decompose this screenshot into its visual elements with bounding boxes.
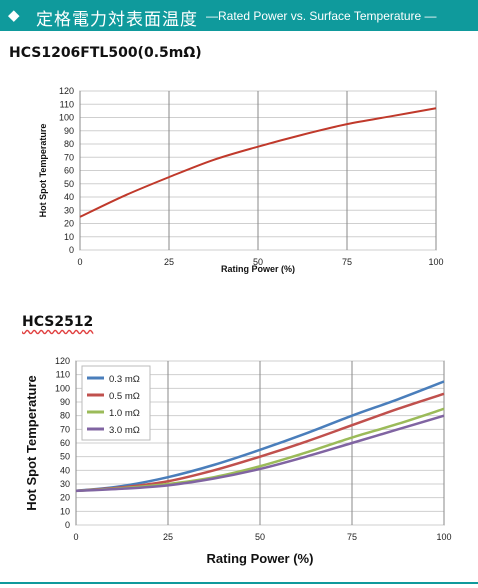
y-tick-label: 80: [60, 411, 70, 421]
y-tick-label: 0: [69, 245, 74, 255]
title-english: —Rated Power vs. Surface Temperature —: [206, 9, 437, 23]
chart2-heading: HCS2512: [22, 314, 94, 330]
y-tick-label: 110: [60, 99, 74, 109]
bottom-rule: [0, 582, 478, 584]
x-tick-label: 25: [164, 257, 174, 267]
y-tick-label: 100: [59, 113, 74, 123]
y-tick-label: 90: [64, 126, 74, 136]
chart-hcs2512: 0 10 20 30 40 50 60 70 80 90 100 110 120 0 25 50 75 100 Ra…: [24, 356, 452, 566]
y-tick-label: 80: [64, 139, 74, 149]
y-tick-label: 50: [60, 452, 70, 462]
y-tick-label: 120: [59, 86, 74, 96]
x-tick-label: 0: [73, 532, 78, 542]
x-tick-label: 0: [77, 257, 82, 267]
y-tick-label: 60: [64, 166, 74, 176]
y-tick-label: 0: [65, 520, 70, 530]
y-tick-label: 40: [64, 192, 74, 202]
y-tick-label: 10: [64, 232, 74, 242]
legend-label: 3.0 mΩ: [109, 425, 140, 436]
y-tick-label: 30: [64, 205, 74, 215]
y-tick-label: 70: [60, 424, 70, 434]
x-tick-label: 100: [436, 532, 451, 542]
series-line: [75, 380, 445, 493]
x-axis-label: Rating Power (%): [207, 551, 314, 566]
x-tick-label: 75: [342, 257, 352, 267]
chart1-heading: HCS1206FTL500(0.5mΩ): [9, 45, 202, 61]
x-tick-label: 25: [163, 532, 173, 542]
x-tick-label: 50: [255, 532, 265, 542]
legend-label: 0.5 mΩ: [109, 391, 140, 402]
x-tick-label: 100: [428, 257, 443, 267]
x-tick-label: 75: [347, 532, 357, 542]
y-tick-label: 10: [60, 506, 70, 516]
x-axis-label: Rating Power (%): [221, 264, 295, 274]
legend-label: 1.0 mΩ: [109, 408, 140, 419]
y-tick-label: 70: [64, 152, 74, 162]
series-line: [75, 414, 445, 493]
title-japanese: 定格電力対表面温度: [36, 10, 198, 30]
title-banner: ◆ 定格電力対表面温度 —Rated Power vs. Surface Tem…: [0, 0, 478, 31]
diamond-icon: ◆: [8, 6, 20, 24]
y-tick-label: 90: [60, 397, 70, 407]
y-tick-label: 60: [60, 438, 70, 448]
y-tick-label: 20: [64, 219, 74, 229]
y-tick-label: 110: [56, 370, 70, 380]
legend-label: 0.3 mΩ: [109, 374, 140, 385]
y-axis-label: Hot Spot Temperature: [38, 124, 48, 218]
chart-hcs1206: 0 10 20 30 40 50 60 70 80 90 100 110 120 0 25 50 75 100 Ra…: [38, 86, 444, 274]
y-tick-label: 50: [64, 179, 74, 189]
y-tick-label: 40: [60, 465, 70, 475]
series-line: [79, 107, 437, 218]
y-axis-label: Hot Spot Temperature: [24, 375, 39, 511]
y-tick-label: 120: [55, 356, 70, 366]
x-tick-label: 50: [253, 257, 263, 267]
y-tick-label: 100: [55, 383, 70, 393]
y-tick-label: 20: [60, 493, 70, 503]
y-tick-label: 30: [60, 479, 70, 489]
